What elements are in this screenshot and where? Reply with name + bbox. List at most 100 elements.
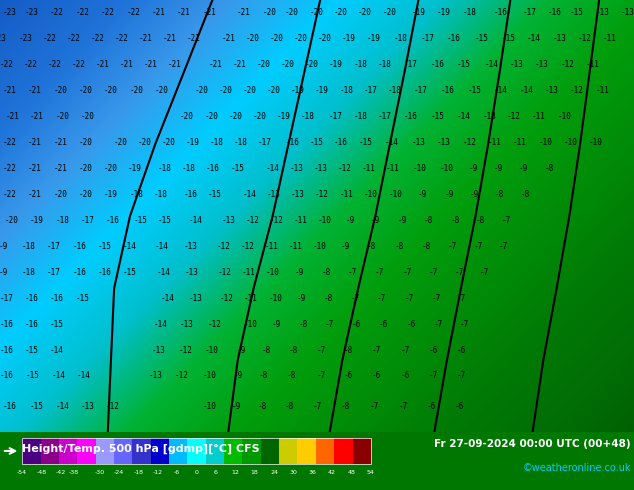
Text: -12: -12 [570,86,584,95]
Text: -18: -18 [153,190,167,199]
Text: -8: -8 [258,402,267,411]
Text: -13: -13 [183,242,197,251]
Text: -9: -9 [470,190,479,199]
Text: -9: -9 [0,242,8,251]
Text: -9: -9 [371,216,380,225]
Text: -14: -14 [50,345,64,355]
Text: -7: -7 [474,242,482,251]
Text: -20: -20 [243,86,257,95]
Text: -18: -18 [158,164,172,173]
Text: -21: -21 [139,34,153,44]
Text: -7: -7 [316,345,325,355]
Text: -20: -20 [155,86,169,95]
Text: -9: -9 [231,402,240,411]
Text: -11: -11 [339,190,353,199]
Text: -20: -20 [79,164,93,173]
Text: -16: -16 [0,371,13,381]
Text: -21: -21 [237,8,251,18]
Text: -15: -15 [50,319,64,329]
Text: -18: -18 [55,216,69,225]
Text: -22: -22 [42,34,56,44]
Text: -13: -13 [267,190,281,199]
Text: -17: -17 [377,112,391,121]
Text: -13: -13 [595,8,609,18]
Bar [96,438,114,464]
Text: -10: -10 [202,371,216,381]
Text: -21: -21 [6,112,20,121]
Text: -16: -16 [106,216,120,225]
Text: -17: -17 [363,86,377,95]
Text: -14: -14 [519,86,533,95]
Text: -9: -9 [272,319,281,329]
Text: -15: -15 [158,216,172,225]
Text: -17: -17 [522,8,536,18]
Text: -22: -22 [50,8,64,18]
Text: -18: -18 [22,268,36,277]
Text: -13: -13 [184,268,198,277]
Text: -13: -13 [621,8,634,18]
Text: -13: -13 [535,60,549,69]
Text: -19: -19 [329,60,343,69]
Text: -8: -8 [288,345,297,355]
Text: -16: -16 [447,34,461,44]
Text: ©weatheronline.co.uk: ©weatheronline.co.uk [522,463,631,473]
Text: -7: -7 [316,371,325,381]
Text: -10: -10 [313,242,327,251]
Text: -13: -13 [152,345,165,355]
Text: -11: -11 [386,164,400,173]
Text: -13: -13 [149,371,163,381]
Text: -13: -13 [510,60,524,69]
Text: -14: -14 [494,86,508,95]
Text: -14: -14 [55,402,69,411]
Bar [316,438,334,464]
Text: -10: -10 [266,268,280,277]
Text: -8: -8 [262,345,271,355]
Text: -7: -7 [403,268,411,277]
Text: -18: -18 [387,86,401,95]
Text: -18: -18 [394,34,408,44]
Text: -19: -19 [291,86,305,95]
Text: -15: -15 [475,34,489,44]
Text: -20: -20 [358,8,372,18]
Text: -15: -15 [310,138,324,147]
Text: -20: -20 [262,8,276,18]
Text: -22: -22 [126,8,140,18]
Text: -8: -8 [285,402,294,411]
Text: -11: -11 [532,112,546,121]
Text: -12: -12 [220,294,234,303]
Text: -16: -16 [206,164,220,173]
Text: -7: -7 [460,319,469,329]
Text: -11: -11 [603,34,617,44]
Text: -13: -13 [221,216,235,225]
Text: -20: -20 [204,112,218,121]
Text: -18: -18 [377,60,391,69]
Text: -16: -16 [286,138,300,147]
Text: -17: -17 [258,138,272,147]
Text: -18: -18 [210,138,224,147]
Text: -21: -21 [53,164,67,173]
Text: -8: -8 [545,164,553,173]
Text: -7: -7 [429,371,438,381]
Text: -7: -7 [325,319,334,329]
Text: -12: -12 [338,164,352,173]
Text: -17: -17 [420,34,434,44]
Text: -9: -9 [469,164,477,173]
Text: -12: -12 [207,319,221,329]
Text: -19: -19 [437,8,451,18]
Text: -16: -16 [72,268,86,277]
Text: -19: -19 [128,164,142,173]
Text: -7: -7 [372,345,381,355]
Text: -22: -22 [91,34,105,44]
Text: -6: -6 [455,402,463,411]
Text: -13: -13 [81,402,94,411]
Text: -9: -9 [519,164,528,173]
Text: -16: -16 [183,190,197,199]
Text: -20: -20 [81,112,94,121]
Text: -9: -9 [494,164,503,173]
Text: -21: -21 [28,138,42,147]
Text: -8: -8 [340,402,349,411]
Text: -7: -7 [499,242,508,251]
Text: -10: -10 [205,345,219,355]
Text: -22: -22 [101,8,115,18]
Text: -16: -16 [0,345,13,355]
